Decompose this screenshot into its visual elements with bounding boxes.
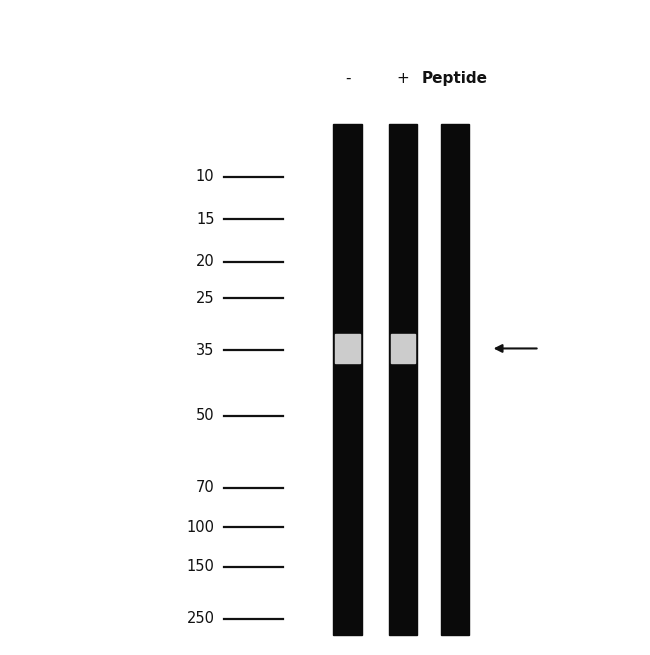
Bar	[333, 124, 362, 635]
Bar	[389, 124, 417, 635]
Text: 70: 70	[196, 481, 215, 495]
Bar	[335, 334, 360, 363]
Text: 100: 100	[187, 520, 214, 534]
Text: 10: 10	[196, 170, 215, 184]
Text: 15: 15	[196, 212, 214, 227]
Text: 50: 50	[196, 409, 215, 423]
Text: -: -	[345, 71, 350, 86]
Text: 20: 20	[196, 255, 215, 269]
Text: 150: 150	[187, 559, 214, 574]
Bar	[441, 124, 469, 635]
Text: 35: 35	[196, 343, 214, 358]
Text: 25: 25	[196, 291, 215, 305]
Text: +: +	[396, 71, 410, 86]
Text: Peptide: Peptide	[422, 71, 488, 86]
Bar	[391, 334, 415, 363]
Text: 250: 250	[187, 612, 214, 626]
